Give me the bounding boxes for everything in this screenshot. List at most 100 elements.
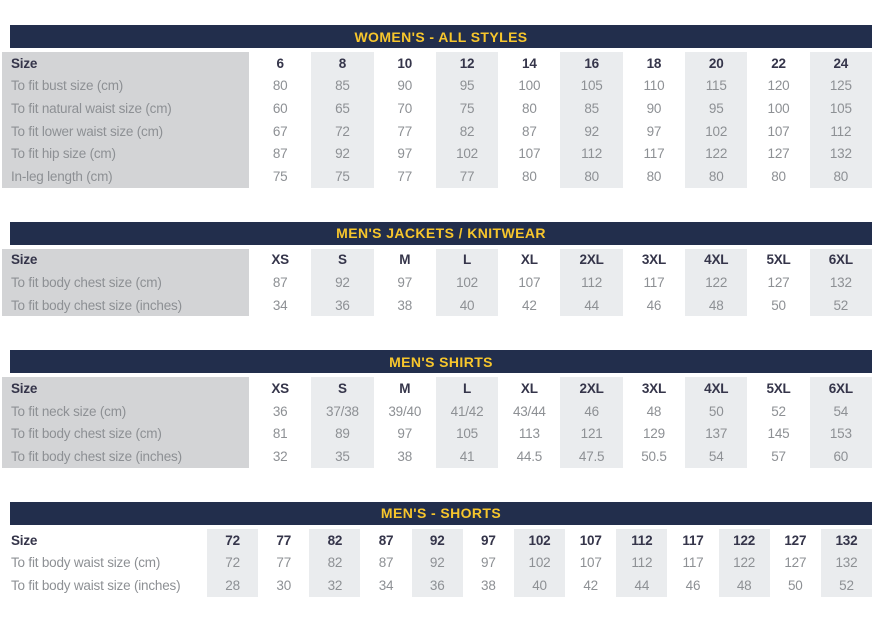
value-cell: 77	[435, 164, 499, 188]
value-cell: 34	[272, 297, 288, 313]
column-header-cell: 82	[309, 528, 361, 552]
value-cell: 38	[481, 577, 496, 593]
value-cell: 132	[809, 142, 872, 165]
value-cell: 50	[685, 399, 748, 423]
table-row: To fit body chest size (cm) 81 89 97 105 113 1…	[2, 422, 872, 446]
value-cell: 39/40	[388, 403, 422, 419]
value-cell: 80	[685, 164, 748, 188]
value-cell: 87	[522, 123, 537, 139]
value-cell: 52	[771, 403, 786, 419]
column-header-cell: 5XL	[766, 252, 791, 268]
value-cell: 122	[685, 271, 748, 294]
value-cell: 97	[397, 274, 413, 290]
value-cell: 41/42	[435, 399, 499, 423]
value-cell: 80	[560, 164, 623, 188]
value-cell: 60	[272, 100, 288, 116]
row-label-cell: To fit body waist size (cm)	[11, 555, 161, 571]
value-cell: 107	[579, 555, 602, 571]
value-cell: 132	[809, 271, 872, 294]
table-row: To fit hip size (cm) 87 92 97 102 107 112 117 12…	[2, 142, 872, 165]
value-cell: 36	[272, 403, 288, 419]
value-cell: 28	[207, 573, 259, 597]
size-table-mens-shirts: MEN'S SHIRTS Size XS S M L XL 2XL 3XL 4XL 5XL 6XL T…	[0, 350, 879, 468]
value-cell: 112	[809, 119, 872, 143]
value-cell: 90	[397, 78, 413, 94]
column-header-cell: 102	[513, 528, 566, 552]
value-cell: 75	[311, 164, 374, 188]
column-header-cell: 2XL	[560, 377, 623, 400]
value-cell: 112	[560, 271, 623, 294]
column-header-cell: 107	[579, 532, 602, 548]
value-cell: 80	[646, 168, 662, 184]
row-label-cell: To fit body chest size (inches)	[2, 293, 249, 317]
value-cell: 102	[435, 142, 499, 165]
value-cell: 95	[685, 97, 748, 120]
value-cell: 42	[583, 577, 598, 593]
value-cell: 127	[767, 146, 790, 162]
size-header-row: Size XS S M L XL 2XL 3XL 4XL 5XL 6XL	[2, 377, 872, 400]
value-cell: 46	[560, 399, 623, 423]
value-cell: 112	[616, 551, 668, 574]
column-header-cell: 127	[784, 532, 807, 548]
column-header-cell: 10	[397, 55, 413, 71]
value-cell: 77	[276, 555, 292, 571]
table-title: MEN'S SHIRTS	[389, 353, 493, 370]
size-table-mens-jackets-knitwear: MEN'S JACKETS / KNITWEAR Size XS S M L XL 2XL 3…	[0, 221, 879, 317]
table-title-band: MEN'S JACKETS / KNITWEAR	[10, 221, 872, 245]
value-cell: 70	[397, 100, 413, 116]
value-cell: 36	[311, 293, 374, 317]
value-cell: 153	[809, 422, 872, 446]
value-cell: 127	[784, 555, 807, 571]
value-cell: 42	[522, 297, 537, 313]
value-cell: 80	[771, 168, 786, 184]
value-cell: 87	[378, 555, 394, 571]
table-title-band: MEN'S SHIRTS	[10, 350, 872, 374]
value-cell: 87	[272, 274, 288, 290]
value-cell: 67	[272, 123, 288, 139]
size-header-label: Size	[2, 248, 249, 272]
value-cell: 48	[718, 573, 770, 597]
value-cell: 80	[272, 78, 288, 94]
value-cell: 92	[311, 142, 374, 165]
value-cell: 105	[809, 97, 872, 120]
value-cell: 77	[397, 168, 413, 184]
value-cell: 46	[685, 577, 701, 593]
value-cell: 54	[809, 399, 872, 423]
column-header-cell: 92	[411, 528, 463, 552]
value-cell: 121	[560, 422, 623, 446]
column-header-cell: 24	[809, 52, 872, 75]
value-cell: 80	[809, 164, 872, 188]
column-header-cell: 3XL	[641, 252, 667, 268]
row-label-cell: To fit bust size (cm)	[2, 74, 249, 98]
value-cell: 72	[207, 551, 259, 574]
value-cell: 107	[518, 146, 541, 162]
value-cell: 87	[272, 146, 288, 162]
value-cell: 38	[397, 297, 413, 313]
column-header-cell: S	[311, 377, 374, 400]
column-header-cell: 6	[276, 55, 284, 71]
value-cell: 80	[522, 168, 537, 184]
size-header-row: Size XS S M L XL 2XL 3XL 4XL 5XL 6XL	[2, 248, 872, 272]
table-title: MEN'S - SHORTS	[380, 505, 502, 522]
table-title: MEN'S JACKETS / KNITWEAR	[336, 225, 546, 242]
column-header-cell: 72	[207, 528, 259, 552]
size-table-womens-all-styles: WOMEN'S - ALL STYLES Size 6 8 10 12 14 16 18 20 2…	[0, 25, 879, 188]
value-cell: 97	[481, 555, 496, 571]
row-label-cell: To fit body chest size (cm)	[2, 271, 249, 294]
column-header-cell: M	[399, 381, 411, 397]
column-header-cell: 12	[435, 52, 499, 75]
column-header-cell: 117	[682, 532, 704, 548]
size-header-label: Size	[11, 532, 38, 548]
column-header-cell: 122	[718, 528, 770, 552]
table-row: To fit bust size (cm) 80 85 90 95 100 105 110 11…	[2, 74, 872, 98]
size-header-label: Size	[2, 52, 249, 75]
column-header-cell: M	[399, 252, 411, 268]
value-cell: 82	[435, 119, 499, 143]
column-header-cell: XS	[271, 381, 289, 397]
value-cell: 47.5	[560, 445, 623, 468]
value-cell: 102	[513, 551, 566, 574]
value-cell: 95	[435, 74, 499, 98]
column-header-cell: 87	[378, 532, 394, 548]
column-header-cell: 112	[616, 528, 668, 552]
